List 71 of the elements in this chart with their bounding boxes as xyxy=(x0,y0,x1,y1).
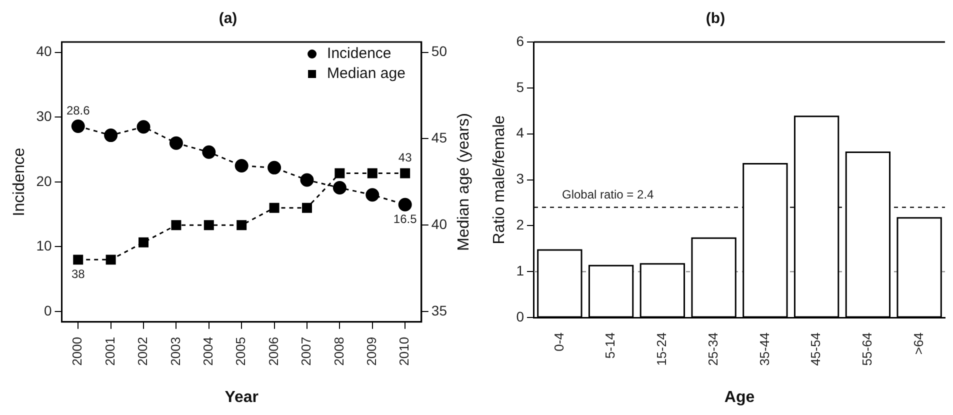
y-tick-label: 5 xyxy=(516,78,524,95)
x-tick-label: 35-44 xyxy=(756,332,772,366)
x-tick-label: 25-34 xyxy=(705,332,720,366)
point xyxy=(169,136,183,150)
x-tick-label: 0-4 xyxy=(551,332,566,352)
x-tick-label: 2003 xyxy=(168,336,183,366)
point xyxy=(106,254,116,265)
point xyxy=(398,198,412,212)
y-tick-label: 0 xyxy=(516,308,524,324)
point xyxy=(73,254,84,265)
point xyxy=(71,119,85,133)
y2-tick-label: 45 xyxy=(431,130,448,146)
x-tick-label: 15-24 xyxy=(654,332,670,366)
x-tick-label: 2007 xyxy=(298,336,314,366)
point xyxy=(171,220,182,230)
ref-line-label: Global ratio = 2.4 xyxy=(562,188,654,202)
data-label: 16.5 xyxy=(393,212,418,226)
point xyxy=(300,173,314,187)
point xyxy=(302,202,312,213)
point xyxy=(400,168,410,178)
y-axis-title: Incidence xyxy=(11,148,28,216)
x-tick-label: 2006 xyxy=(266,336,281,366)
point xyxy=(136,120,150,134)
point xyxy=(367,168,378,178)
y-tick-label: 20 xyxy=(36,172,52,189)
y2-axis-title: Median age (years) xyxy=(455,113,472,251)
point xyxy=(204,220,214,230)
x-tick-label: 2000 xyxy=(70,336,85,366)
point xyxy=(236,220,247,230)
y2-tick-label: 50 xyxy=(431,43,448,60)
y2-tick-label: 40 xyxy=(431,216,448,232)
x-tick-label: 45-54 xyxy=(808,332,824,366)
point xyxy=(138,237,149,248)
point xyxy=(269,202,280,213)
x-tick-label: 55-64 xyxy=(860,332,875,366)
x-axis-title: Year xyxy=(224,388,259,406)
y-tick-label: 4 xyxy=(516,124,524,141)
y-tick-label: 30 xyxy=(36,108,52,124)
x-tick-label: 2009 xyxy=(364,336,379,366)
x-tick-label: 2005 xyxy=(233,336,248,366)
point xyxy=(332,181,346,195)
data-label: 38 xyxy=(71,266,86,281)
y-tick-label: 2 xyxy=(516,216,524,233)
x-tick-label: 2010 xyxy=(396,336,412,366)
x-tick-label: 2008 xyxy=(331,336,346,366)
y-tick-label: 6 xyxy=(516,32,524,49)
x-axis-title: Age xyxy=(724,388,755,406)
x-tick-label: 5-14 xyxy=(602,332,618,359)
y-axis-title: Ratio male/female xyxy=(491,115,508,244)
data-label: 43 xyxy=(398,150,412,165)
point xyxy=(334,168,345,178)
legend-label: Incidence xyxy=(327,45,392,62)
point xyxy=(366,188,380,202)
y-tick-label: 10 xyxy=(36,238,52,254)
point xyxy=(104,128,118,142)
x-tick-label: 2001 xyxy=(102,336,118,366)
point xyxy=(202,145,216,159)
y-tick-label: 1 xyxy=(516,262,524,278)
y2-tick-label: 35 xyxy=(431,302,448,318)
data-label: 28.6 xyxy=(66,104,90,118)
x-tick-label: 2002 xyxy=(135,336,150,366)
chart-title: (a) xyxy=(218,10,238,28)
y-tick-label: 0 xyxy=(44,302,52,318)
point xyxy=(268,160,282,174)
x-tick-label: 2004 xyxy=(200,336,216,366)
legend-label: Median age xyxy=(327,65,406,82)
y-tick-label: 3 xyxy=(516,170,524,187)
x-tick-label: >64 xyxy=(910,332,926,355)
y-tick-label: 40 xyxy=(36,43,52,60)
chart-title: (b) xyxy=(706,10,726,28)
point xyxy=(234,158,248,172)
